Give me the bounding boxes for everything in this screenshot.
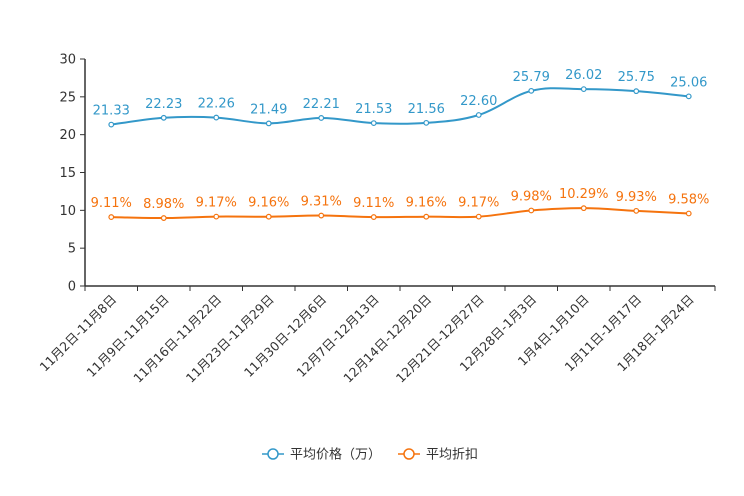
data-point xyxy=(475,213,482,220)
data-point xyxy=(633,207,640,214)
data-label: 21.53 xyxy=(355,102,392,117)
series-line-1 xyxy=(111,87,689,126)
data-label: 25.75 xyxy=(618,70,655,85)
data-label: 25.79 xyxy=(513,70,550,85)
legend-item-2[interactable]: 平均折扣 xyxy=(398,448,478,463)
data-point xyxy=(108,214,115,220)
data-label: 22.60 xyxy=(460,94,497,109)
y-tick-label: 5 xyxy=(68,242,76,257)
data-label: 9.11% xyxy=(353,196,394,211)
y-tick-label: 30 xyxy=(59,53,76,68)
data-point xyxy=(685,93,692,100)
data-point xyxy=(160,114,167,121)
data-point xyxy=(160,215,167,221)
data-label: 9.16% xyxy=(406,196,447,211)
data-point xyxy=(213,213,220,220)
legend-label: 平均折扣 xyxy=(426,448,478,463)
data-label: 10.29% xyxy=(559,187,609,202)
data-label: 9.58% xyxy=(668,193,709,208)
data-labels: 21.33 22.23 22.26 21.49 22.21 21.53 21.56 22.60… xyxy=(91,68,710,212)
y-tick-label: 25 xyxy=(59,90,76,105)
x-tick-label: 12月14日-12月20日 xyxy=(340,292,434,386)
legend-marker-icon xyxy=(403,448,415,460)
data-label: 8.98% xyxy=(143,197,184,212)
data-label: 9.17% xyxy=(196,196,237,211)
data-label: 22.26 xyxy=(198,97,235,112)
data-label: 21.33 xyxy=(93,104,130,119)
data-label: 9.98% xyxy=(511,189,552,204)
data-point xyxy=(213,114,220,121)
data-label: 26.02 xyxy=(565,68,602,83)
data-label: 21.56 xyxy=(408,102,445,117)
data-point xyxy=(318,212,325,219)
data-point xyxy=(475,112,482,118)
data-point xyxy=(580,205,587,212)
x-tick-label: 12月21日-12月27日 xyxy=(393,292,487,386)
data-point xyxy=(528,87,535,94)
legend[interactable]: 平均价格（万） 平均折扣 xyxy=(262,447,478,463)
data-label: 9.17% xyxy=(458,196,499,211)
data-label: 9.93% xyxy=(616,190,657,205)
series-line-2 xyxy=(111,207,689,220)
x-tick-label: 11月23日-11月29日 xyxy=(183,292,277,386)
data-point xyxy=(265,213,272,220)
data-label: 22.23 xyxy=(145,97,182,112)
y-tick-label: 15 xyxy=(59,166,76,181)
series-lines xyxy=(108,86,692,221)
data-point xyxy=(528,207,535,214)
data-point xyxy=(108,121,115,128)
data-point xyxy=(265,120,272,127)
data-label: 9.11% xyxy=(91,196,132,211)
data-point xyxy=(685,210,692,217)
y-tick-label: 20 xyxy=(59,128,76,143)
data-point xyxy=(633,88,640,95)
data-label: 25.06 xyxy=(670,75,707,90)
y-tick-label: 0 xyxy=(68,280,76,295)
legend-marker-icon xyxy=(267,448,279,460)
data-label: 9.31% xyxy=(301,195,342,210)
data-point xyxy=(580,86,587,93)
data-point xyxy=(370,214,377,220)
legend-label: 平均价格（万） xyxy=(290,447,381,463)
data-point xyxy=(370,120,377,126)
data-point xyxy=(318,115,325,121)
data-label: 22.21 xyxy=(303,97,340,112)
data-point xyxy=(423,213,430,220)
data-point xyxy=(423,119,430,126)
data-label: 9.16% xyxy=(248,196,289,211)
data-label: 21.49 xyxy=(250,102,287,117)
x-tick-label: 11月16日-11月22日 xyxy=(130,292,224,386)
y-tick-label: 10 xyxy=(59,204,76,219)
legend-item-1[interactable]: 平均价格（万） xyxy=(262,447,381,463)
